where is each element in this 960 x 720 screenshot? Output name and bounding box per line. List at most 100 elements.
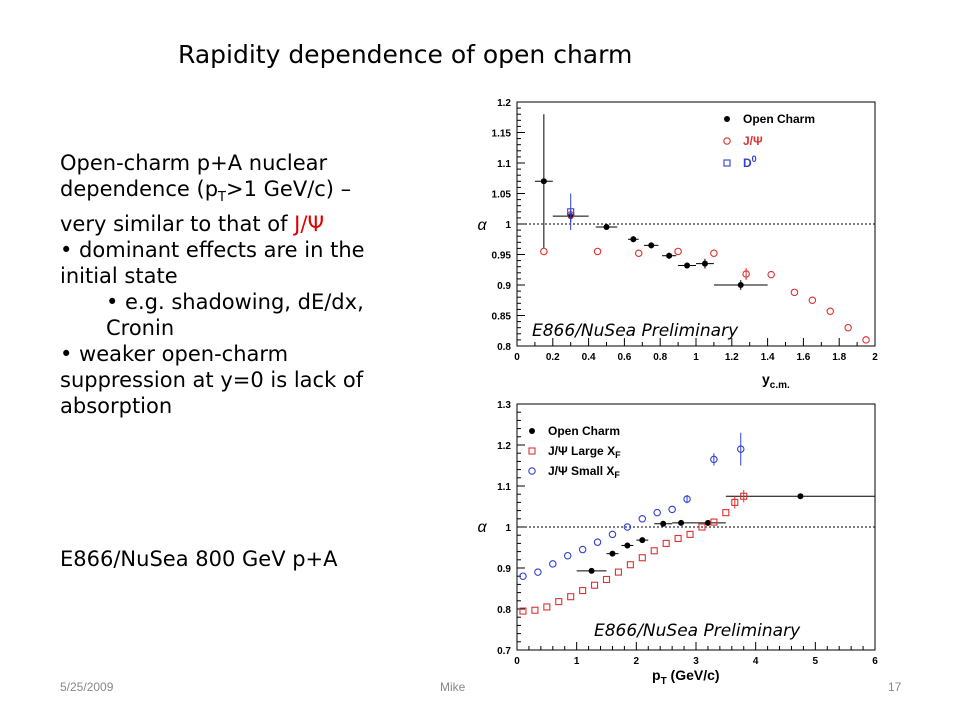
text-line-3: very similar to that of J/Ψ <box>60 211 420 237</box>
x-tick-label: 0 <box>514 352 520 363</box>
legend-marker <box>723 159 731 167</box>
y-tick-label: 0.8 <box>497 605 511 616</box>
jpsi-highlight: J/Ψ <box>294 212 324 237</box>
legend-marker <box>723 137 731 145</box>
data-point <box>698 523 706 531</box>
y-tick-label: 0.9 <box>497 564 511 575</box>
data-point <box>731 498 739 506</box>
y-axis-label: α <box>477 217 487 234</box>
data-point <box>674 534 682 543</box>
legend-label-text: J/Ψ Small X <box>548 464 614 478</box>
data-point <box>767 270 775 279</box>
text-line-2: dependence (pT>1 GeV/c) – <box>60 176 420 211</box>
x-tick-label: 0 <box>514 656 520 667</box>
y-tick-label: 0.85 <box>492 312 512 323</box>
data-point <box>684 262 691 269</box>
data-point <box>608 530 617 539</box>
data-point <box>650 547 658 555</box>
x-tick-label: 2 <box>872 352 878 363</box>
data-point <box>653 508 661 517</box>
data-point <box>710 518 718 526</box>
data-point <box>603 224 610 231</box>
bullet-1: • dominant effects are in the initial st… <box>60 238 365 289</box>
x-tick-label: 1 <box>693 352 699 363</box>
x-tick-label: 2 <box>634 656 640 667</box>
data-point <box>534 568 542 576</box>
data-point <box>742 270 750 278</box>
text-line-3-pre: very similar to that of <box>60 212 295 237</box>
x-tick-label: 1.6 <box>796 352 810 363</box>
data-point <box>593 247 602 256</box>
series-1 <box>519 490 748 615</box>
y-tick-label: 1.2 <box>497 98 511 109</box>
experiment-label: E866/NuSea 800 GeV p+A <box>60 547 338 571</box>
data-point <box>660 520 667 527</box>
text-line-2-pre: dependence (p <box>60 177 219 201</box>
slide-body-text: Open-charm p+A nuclear dependence (pT>1 … <box>60 150 420 419</box>
preliminary-label: E866/NuSea Preliminary <box>532 321 739 341</box>
bullet-1a: • e.g. shadowing, dE/dx, Cronin <box>106 290 364 341</box>
data-point <box>609 550 616 557</box>
data-point <box>623 523 632 531</box>
data-point <box>639 537 646 544</box>
data-point <box>648 242 655 249</box>
bullet-2: • weaker open-charm suppression at y=0 i… <box>60 342 364 419</box>
preliminary-label: E866/NuSea Preliminary <box>594 621 801 641</box>
x-axis-label-unit: (GeV/c) <box>667 667 720 683</box>
data-point <box>740 492 748 500</box>
data-point <box>591 581 599 589</box>
y-tick-label: 1.05 <box>492 190 512 201</box>
footer-name: Mike <box>440 680 466 694</box>
data-point <box>736 445 745 453</box>
pt-chart: 0.7 0.8 0.9 1 1.1 1.2 1.3 0 1 2 3 4 5 6 α pT (GeV/c) E86… <box>477 400 878 687</box>
x-axis-label: pT (GeV/c) <box>652 667 720 687</box>
legend-label: D0 <box>743 154 757 170</box>
legend-marker <box>724 116 730 122</box>
legend-label: J/Ψ <box>743 134 763 148</box>
data-point <box>531 606 539 614</box>
x-tick-label: 0.6 <box>617 352 631 363</box>
data-point <box>630 236 637 243</box>
data-point <box>678 519 685 526</box>
x-axis-label-main: y <box>762 371 770 387</box>
data-point <box>567 208 575 216</box>
legend-label-sub: F <box>615 450 621 460</box>
footer-date: 5/25/2009 <box>60 680 114 694</box>
legend-marker <box>528 467 536 475</box>
x-tick-label: 1.2 <box>725 352 739 363</box>
x-tick-label: 0.8 <box>653 352 667 363</box>
data-point <box>686 530 694 538</box>
legend-label-text: J/Ψ <box>743 134 763 148</box>
rapidity-chart: 0.8 0.85 0.9 0.95 1 1.05 1.1 1.15 1.2 0 0.2 0.4 0.6 0… <box>477 98 878 390</box>
data-point <box>862 336 870 344</box>
legend-label-sup: 0 <box>752 154 757 164</box>
legend-marker <box>528 447 536 455</box>
data-point <box>549 560 557 568</box>
data-point <box>593 538 602 546</box>
text-line-2-post: >1 GeV/c) – <box>226 177 352 201</box>
data-point <box>624 542 631 549</box>
x-axis-label-sub: T <box>661 676 667 687</box>
x-tick-label: 1.4 <box>761 352 775 363</box>
y-tick-label: 0.9 <box>497 281 511 292</box>
legend-label-text: Open Charm <box>743 112 815 126</box>
y-tick-label: 0.8 <box>497 342 511 353</box>
y-tick-label: 0.7 <box>497 646 511 657</box>
data-point <box>540 178 547 185</box>
data-point <box>579 587 587 595</box>
legend-label-sub: F <box>614 470 620 480</box>
data-point <box>668 505 676 514</box>
data-point <box>683 495 691 503</box>
text-line-2-sub: T <box>218 190 226 206</box>
data-point <box>844 323 852 332</box>
x-axis-label-main: p <box>652 667 661 683</box>
data-point <box>519 607 527 615</box>
legend-label-text: Open Charm <box>548 424 620 438</box>
legend-label: J/Ψ Small XF <box>548 464 620 480</box>
x-tick-label: 6 <box>872 656 878 667</box>
data-point <box>701 260 708 267</box>
data-point <box>638 515 647 523</box>
x-tick-label: 4 <box>753 656 759 667</box>
y-tick-label: 1.15 <box>492 129 512 140</box>
data-point <box>602 575 611 584</box>
